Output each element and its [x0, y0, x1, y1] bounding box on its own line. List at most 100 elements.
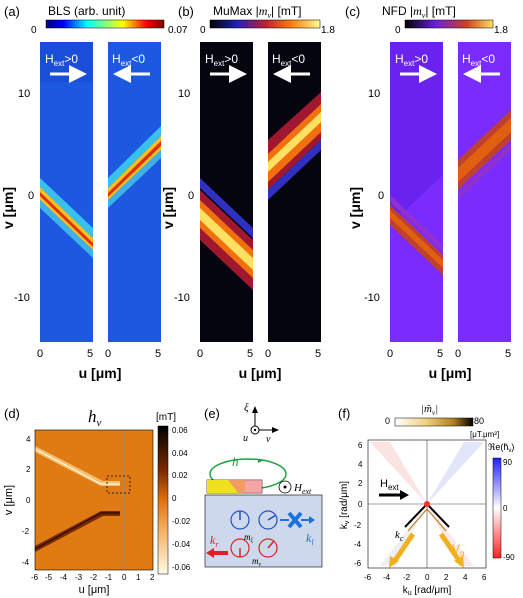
panel-f-hext-label: Hext	[380, 478, 399, 492]
panel-a-xtick-5a: 5	[87, 348, 93, 360]
panel-f-xtick-1: -4	[383, 573, 391, 582]
panel-e-hext-label: Hext	[293, 482, 312, 496]
panel-d-xlabel: u [μm]	[79, 584, 110, 596]
panel-a-colorbar	[45, 19, 165, 29]
panel-b-label: (b)	[178, 4, 194, 19]
panel-f-ytick-1: 4	[358, 460, 363, 469]
panel-a-ytick-neg10: -10	[14, 292, 30, 304]
panel-c-xtick-5b: 5	[505, 348, 511, 360]
panel-f-xtick-3: 0	[425, 573, 430, 582]
panel-b-xtick-0b: 0	[265, 348, 271, 360]
panel-e: (e) ξ u v h Hext	[204, 402, 323, 568]
panel-d-label: (d)	[4, 406, 20, 421]
panel-b-ytick-neg10: -10	[174, 292, 190, 304]
panel-a-xtick-5b: 5	[155, 348, 161, 360]
panel-d-map	[34, 429, 154, 571]
panel-f-ylabel: kv [rad/μm]	[339, 481, 351, 529]
panel-c-ytick-10: 10	[368, 88, 380, 100]
panel-d: (d) hv [mT] 0.06 0.04 0.02 0 -0.02 -0.04…	[3, 406, 191, 596]
panel-a-map-left	[40, 42, 93, 342]
panel-a-field-pos: Hext>0	[45, 52, 78, 68]
panel-d-xtick-6: 0	[122, 573, 127, 582]
panel-b-title: MuMax |mv| [mT]	[213, 4, 301, 20]
panel-d-ytick-neg4: -4	[22, 558, 30, 567]
panel-b-xtick-5a: 5	[247, 348, 253, 360]
panel-d-title: hv	[88, 407, 102, 429]
panel-f-cbar-title: |m̃v|	[421, 403, 438, 417]
panel-a-ylabel: v [μm]	[0, 187, 16, 229]
panel-c-ytick-neg10: -10	[364, 292, 380, 304]
panel-d-xtick-4: -2	[90, 573, 98, 582]
panel-c-map-left	[390, 42, 443, 342]
panel-f-ytick-2: 2	[358, 479, 363, 488]
panel-f: (f) |m̃v| 0 80 [μT.μm²] Hext kc Vg	[338, 403, 515, 597]
panel-d-xtick-7: 1	[136, 573, 141, 582]
panel-f-ytick-6: -6	[354, 559, 362, 568]
panel-c-cbar-min: 0	[395, 25, 401, 36]
panel-d-cbar-t0: 0.06	[172, 426, 188, 435]
panel-c-map-right	[458, 42, 511, 342]
panel-d-ytick-neg2: -2	[22, 527, 30, 536]
panel-f-ytick-4: -2	[354, 521, 362, 530]
panel-c-xtick-5a: 5	[437, 348, 443, 360]
panel-d-unit: [mT]	[156, 412, 176, 423]
panel-e-spin-row-bottom	[206, 538, 278, 558]
panel-b-cbar-max: 1.8	[321, 25, 335, 36]
panel-f-vg-label: Vg	[452, 542, 464, 558]
panel-d-cbar-t3: 0	[172, 494, 177, 503]
panel-a-cbar-max: 0.07	[168, 25, 188, 36]
panel-f-label: (f)	[338, 406, 350, 421]
panel-f-ytick-3: 0	[358, 500, 363, 509]
panel-f-xtick-5: 4	[463, 573, 468, 582]
panel-d-ytick-2: 2	[26, 465, 31, 474]
panel-c-ytick-0: 0	[378, 190, 384, 202]
panel-e-cross-icon	[287, 511, 303, 529]
panel-f-xtick-4: 2	[444, 573, 449, 582]
panel-a-title: BLS (arb. unit)	[48, 4, 125, 18]
panel-a-xtick-0a: 0	[37, 348, 43, 360]
panel-e-u-label: u	[243, 433, 248, 444]
panel-c-cbar-max: 1.8	[494, 25, 508, 36]
panel-c-field-pos: Hext>0	[395, 52, 428, 68]
panel-b-cbar-min: 0	[200, 25, 206, 36]
panel-b-xtick-5b: 5	[315, 348, 321, 360]
panel-f-re-colorbar	[492, 457, 502, 559]
panel-f-xtick-0: -6	[364, 573, 372, 582]
panel-c-ylabel: v [μm]	[347, 187, 363, 229]
panel-d-ytick-4: 4	[26, 435, 31, 444]
panel-a-ytick-10: 10	[18, 88, 30, 100]
panel-d-ytick-0: 0	[26, 496, 31, 505]
panel-d-xtick-8: 2	[150, 573, 155, 582]
panel-c-xtick-0a: 0	[387, 348, 393, 360]
panel-f-map	[367, 439, 487, 569]
panel-c-field-neg: Hext<0	[462, 52, 495, 68]
panel-d-xtick-5: -1	[105, 573, 113, 582]
panel-e-h-label: h	[232, 454, 239, 469]
panel-e-mv-label: mv	[252, 556, 262, 568]
panel-c-label: (c)	[345, 4, 360, 19]
panel-d-cbar-t6: -0.06	[172, 563, 191, 572]
panel-f-re-label: ℜe(h̃v)	[488, 442, 514, 454]
panel-e-kr-label: kr	[210, 533, 219, 549]
panel-f-re-tick-2: -90	[503, 553, 515, 562]
panel-f-hext-arrow-icon	[400, 490, 409, 500]
panel-f-ytick-5: -4	[354, 540, 362, 549]
panel-b: (b) MuMax |mv| [mT] 0 1.8 Hext>0 Hext<0 …	[160, 4, 335, 381]
panel-f-cbar-unit: [μT.μm²]	[470, 430, 499, 439]
panel-a-xtick-0b: 0	[105, 348, 111, 360]
panel-f-ytick-0: 6	[358, 441, 363, 450]
panel-d-colorbar	[157, 425, 169, 575]
panel-d-cbar-t4: -0.02	[172, 517, 191, 526]
panel-a-map-right	[108, 42, 161, 342]
panel-b-colorbar	[209, 19, 321, 29]
panel-f-re-tick-1: 0	[503, 504, 508, 513]
panel-c-title: NFD |mv| [mT]	[382, 4, 456, 20]
panel-f-re-tick-0: 90	[503, 458, 512, 467]
panel-b-ytick-10: 10	[178, 88, 190, 100]
panel-d-xtick-1: -5	[45, 573, 53, 582]
panel-d-xtick-3: -3	[75, 573, 83, 582]
panel-f-vg-arrow-icon	[438, 532, 463, 564]
panel-e-label: (e)	[204, 406, 220, 421]
panel-c-colorbar	[404, 19, 494, 29]
panel-b-field-pos: Hext>0	[205, 52, 238, 68]
